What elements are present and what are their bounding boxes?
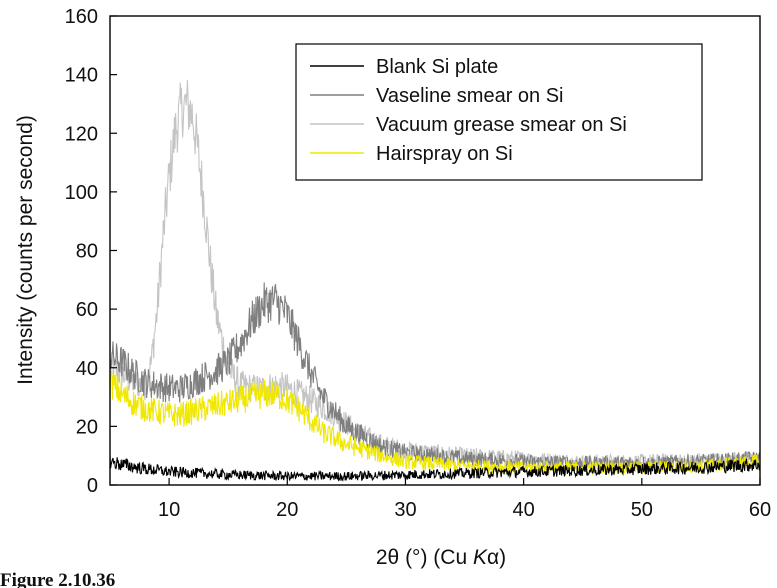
legend-label-1: Vaseline smear on Si — [376, 85, 564, 107]
y-tick-label: 160 — [65, 6, 98, 28]
y-axis-title: Intensity (counts per second) — [14, 115, 37, 385]
series-line-3 — [109, 370, 761, 476]
x-tick-label: 50 — [631, 499, 653, 521]
x-tick-label: 30 — [394, 499, 416, 521]
y-tick-label: 0 — [87, 475, 98, 497]
y-tick-label: 40 — [76, 358, 98, 380]
legend-label-0: Blank Si plate — [376, 56, 498, 78]
x-axis-title: 2θ (°) (Cu Kα) — [376, 546, 506, 569]
legend-label-3: Hairspray on Si — [376, 143, 513, 165]
figure-caption: Figure 2.10.36 — [0, 570, 115, 588]
legend-label-2: Vacuum grease smear on Si — [376, 114, 627, 136]
y-tick-label: 80 — [76, 241, 98, 263]
x-tick-label: 60 — [749, 499, 771, 521]
x-tick-label: 10 — [158, 499, 180, 521]
y-tick-label: 60 — [76, 299, 98, 321]
x-tick-label: 20 — [276, 499, 298, 521]
y-tick-label: 120 — [65, 123, 98, 145]
series-line-0 — [109, 456, 761, 482]
axes: 0 20 40 60 80 100 120 140 160 10 20 30 40 50 60 — [65, 6, 772, 521]
y-tick-label: 20 — [76, 416, 98, 438]
x-tick-label: 40 — [513, 499, 535, 521]
y-tick-label: 100 — [65, 182, 98, 204]
series-line-1 — [109, 282, 761, 471]
y-tick-label: 140 — [65, 65, 98, 87]
legend: Blank Si plate Vaseline smear on Si Vacuum… — [295, 43, 703, 181]
